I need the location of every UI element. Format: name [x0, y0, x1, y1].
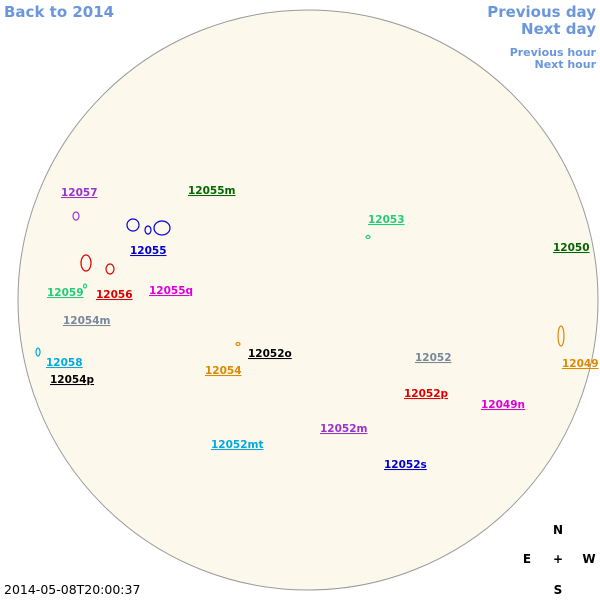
- region-label[interactable]: 12049: [562, 358, 599, 370]
- compass-south: S: [554, 583, 563, 597]
- compass-west: W: [582, 552, 595, 566]
- region-label[interactable]: 12055: [130, 245, 167, 257]
- region-label[interactable]: 12053: [368, 214, 405, 226]
- region-label[interactable]: 12059: [47, 287, 84, 299]
- solar-disk: [17, 9, 599, 591]
- compass-east: E: [523, 552, 531, 566]
- region-label[interactable]: 12054p: [50, 374, 95, 386]
- region-label[interactable]: 12052s: [384, 459, 427, 471]
- next-day-link[interactable]: Next day: [521, 20, 596, 38]
- region-label[interactable]: 12052mt: [211, 439, 264, 451]
- spot-contours: [35, 211, 565, 357]
- region-label[interactable]: 12055m: [188, 185, 236, 197]
- previous-day-link[interactable]: Previous day: [487, 3, 596, 21]
- region-label[interactable]: 12057: [61, 187, 98, 199]
- region-label[interactable]: 12054: [205, 365, 242, 377]
- region-label[interactable]: 12055q: [149, 285, 193, 297]
- timestamp: 2014-05-08T20:00:37: [4, 582, 140, 597]
- compass-north: N: [553, 523, 563, 537]
- region-label[interactable]: 12052m: [320, 423, 368, 435]
- region-label[interactable]: 12050: [553, 242, 590, 254]
- region-label[interactable]: 12049n: [481, 399, 525, 411]
- region-label[interactable]: 12052o: [248, 348, 292, 360]
- region-label[interactable]: 12058: [46, 357, 83, 369]
- previous-hour-link[interactable]: Previous hour: [510, 46, 597, 59]
- back-link[interactable]: Back to 2014: [4, 3, 114, 21]
- region-label[interactable]: 12052p: [404, 388, 449, 400]
- region-label[interactable]: 12052: [415, 352, 452, 364]
- region-label[interactable]: 12054m: [63, 315, 111, 327]
- next-hour-link[interactable]: Next hour: [535, 58, 597, 71]
- compass-center: +: [553, 552, 563, 566]
- region-label[interactable]: 12056: [96, 289, 133, 301]
